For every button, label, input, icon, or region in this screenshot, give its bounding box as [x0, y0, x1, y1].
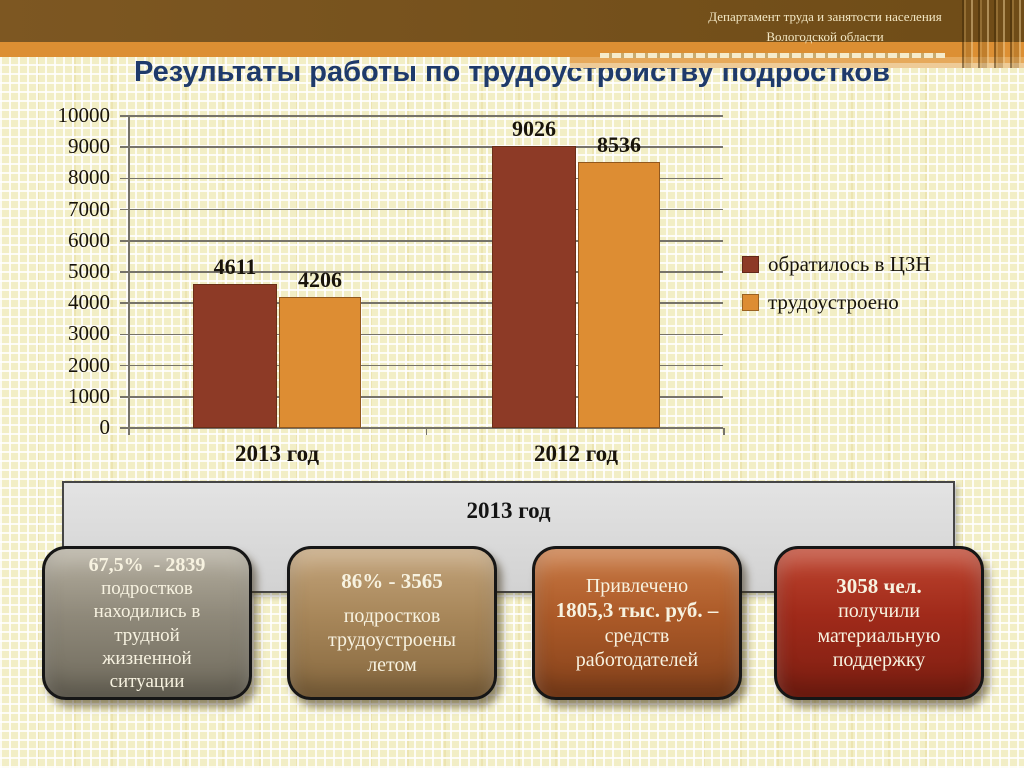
y-tick-label: 7000: [68, 196, 110, 221]
callout-line: 3058 чел.: [836, 573, 922, 598]
gridline: [120, 240, 723, 242]
y-axis-line: [128, 116, 130, 434]
y-tick-label: 2000: [68, 352, 110, 377]
y-tick-label: 9000: [68, 134, 110, 159]
y-tick-label: 8000: [68, 165, 110, 190]
callout-line: материальную: [817, 624, 941, 647]
callout-line: работодателей: [575, 649, 699, 671]
legend-swatch: [742, 294, 759, 311]
category-label: 2012 год: [533, 441, 619, 466]
callout-line: находились в: [93, 601, 201, 623]
legend-swatch: [742, 256, 759, 273]
callout-line: подростков: [101, 578, 193, 600]
callout-box: 67,5% - 2839 подростков находились в трудно…: [42, 546, 252, 700]
callout-line: жизненной: [102, 647, 192, 669]
x-axis-tick: [425, 428, 427, 435]
callout-line: 86% - 3565: [341, 569, 443, 594]
bar-series1: [492, 146, 576, 428]
gridline: [120, 427, 723, 429]
callout-line: летом: [367, 653, 417, 676]
gridline: [120, 396, 723, 398]
gridline: [120, 364, 723, 367]
gridline: [120, 208, 723, 211]
callout-line: 1805,3 тыс. руб. –: [555, 598, 719, 622]
y-tick-label: 6000: [68, 227, 110, 252]
callout-line: трудной: [114, 624, 180, 646]
callout-box: 3058 чел. получили материальную поддержку: [774, 546, 984, 700]
header-stripes-decoration: [962, 0, 1024, 68]
gridline: [120, 302, 723, 304]
bar-series2: [279, 296, 361, 428]
department-line2: Вологодской области: [766, 28, 884, 44]
gridline: [120, 271, 723, 273]
bar-value-label: 8536: [597, 131, 641, 157]
callout-line: получили: [838, 600, 920, 623]
bar-value-label: 9026: [512, 116, 556, 142]
y-tick-label: 10000: [57, 103, 111, 127]
department-header: Департамент труда и занятости населения …: [640, 7, 1010, 46]
legend-label: трудоустроено: [768, 290, 899, 314]
department-line1: Департамент труда и занятости населения: [708, 9, 942, 24]
callout-line: ситуации: [109, 670, 185, 692]
bar-value-label: 4611: [213, 254, 257, 280]
y-tick-label: 0: [99, 415, 111, 439]
category-label: 2013 год: [234, 441, 320, 466]
header-band: [0, 0, 1024, 42]
callout-box: 86% - 3565 подростков трудоустроены летом: [287, 546, 497, 700]
gridline: [120, 146, 723, 148]
gridline: [120, 115, 723, 117]
y-tick-label: 1000: [68, 383, 110, 408]
callout-line: средств: [604, 624, 670, 647]
callout-line: 67,5% - 2839: [88, 553, 206, 576]
x-axis-tick: [723, 428, 725, 435]
header-fade-decoration: [570, 57, 1024, 68]
legend-label: обратилось в ЦЗН: [768, 252, 931, 276]
callout-line: поддержку: [832, 649, 926, 671]
header-dash-decoration: [600, 53, 945, 58]
callout-line: подростков: [343, 604, 441, 627]
legend-item: обратилось в ЦЗН: [742, 252, 931, 277]
bar-series2: [578, 161, 660, 428]
gridline: [120, 177, 723, 180]
chart-legend: обратилось в ЦЗН трудоустроено: [742, 252, 931, 328]
y-tick-label: 5000: [68, 259, 110, 283]
callout-line: трудоустроены: [328, 629, 456, 652]
bar-value-label: 4206: [298, 266, 342, 292]
gridline: [120, 333, 723, 336]
year-banner-label: 2013 год: [466, 498, 551, 523]
callout-line: Привлечено: [585, 574, 689, 597]
y-tick-label: 4000: [68, 290, 110, 315]
y-tick-label: 3000: [68, 321, 110, 346]
callout-box: Привлечено 1805,3 тыс. руб. – средств работ…: [532, 546, 742, 700]
bar-series1: [193, 284, 277, 428]
legend-item: трудоустроено: [742, 290, 931, 315]
